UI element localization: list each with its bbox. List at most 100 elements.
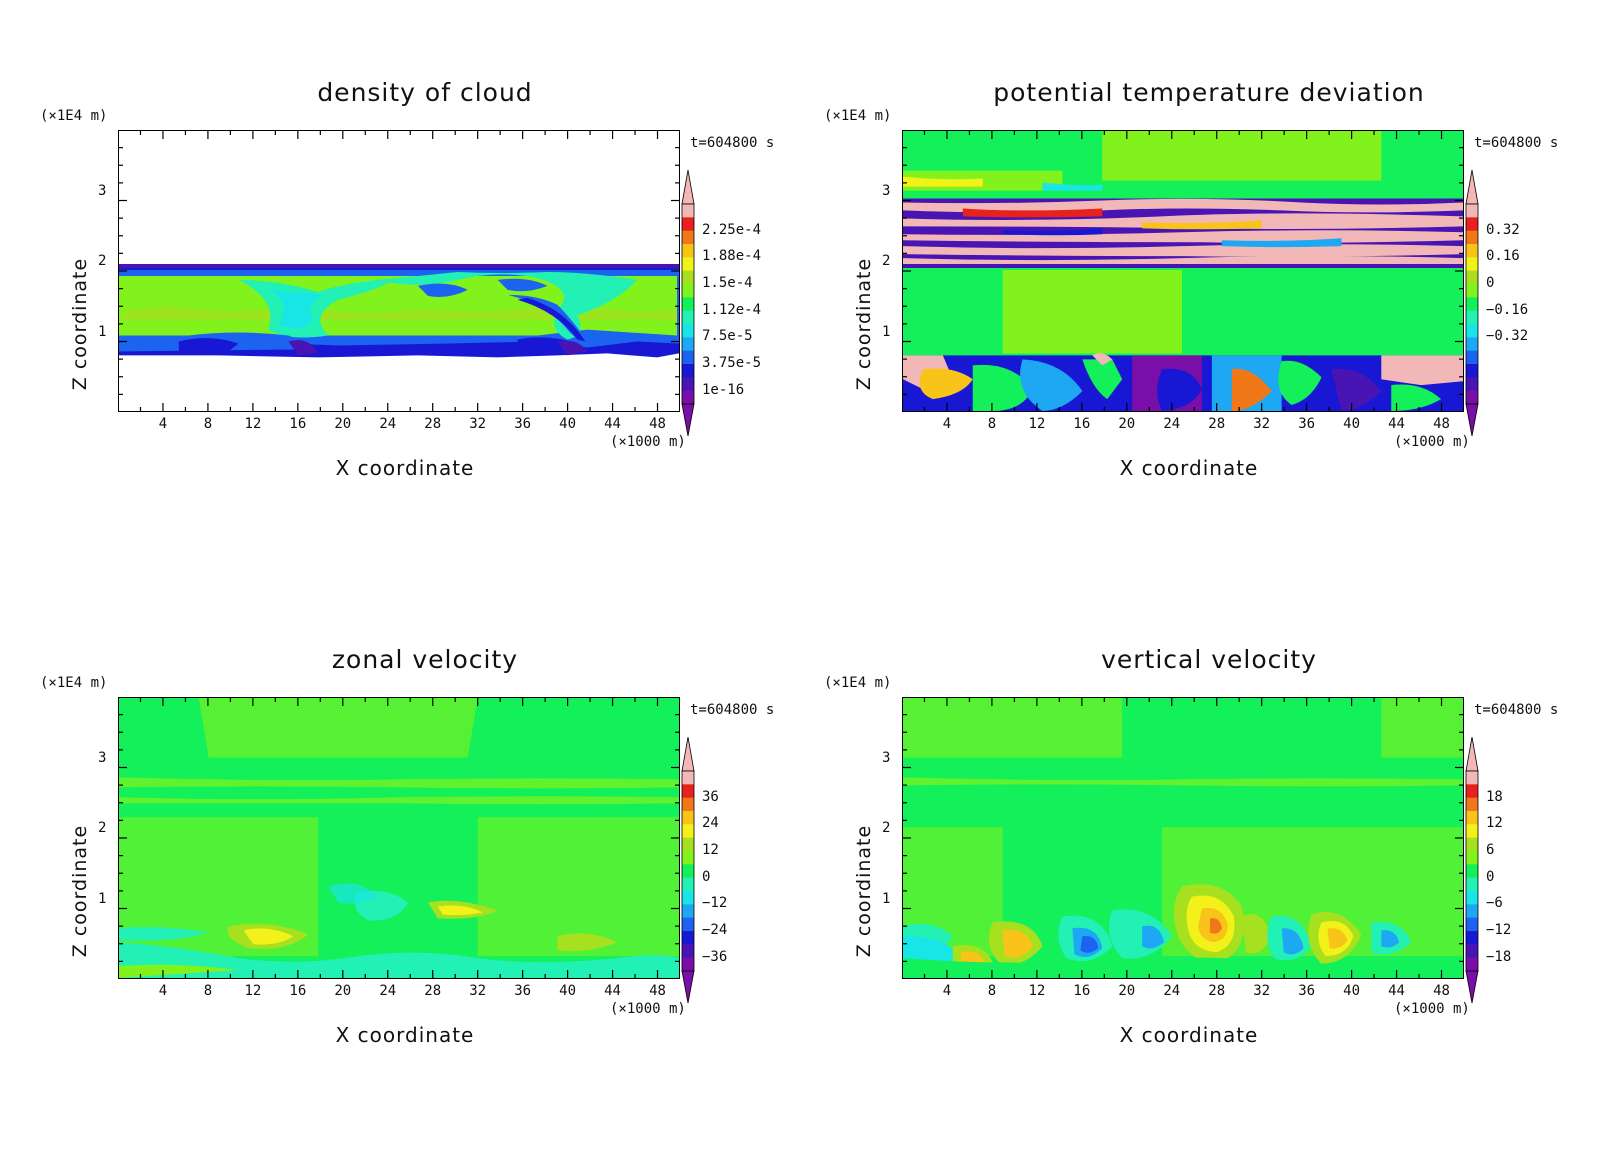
x-tick-label: 24 <box>1163 983 1181 999</box>
colorbar-label: 0.32 <box>1486 221 1520 238</box>
colorbar-segment <box>1466 284 1478 298</box>
colorbar-segment <box>1466 771 1478 785</box>
x-tick-label: 8 <box>987 416 997 432</box>
y-tick-label: 2 <box>98 253 107 269</box>
y-tick-label: 1 <box>98 323 107 340</box>
x-tick-label: 4 <box>942 983 952 999</box>
y-tick-label: 3 <box>882 749 891 766</box>
x-tick-label: 36 <box>1298 416 1316 432</box>
colorbar-segment <box>1466 824 1478 839</box>
colorbar-segment <box>682 377 694 392</box>
y-tick-label: 1 <box>98 890 107 907</box>
x-tick-label: 32 <box>1253 416 1271 432</box>
colorbar-label: 0.16 <box>1486 248 1520 265</box>
colorbar-label: 18 <box>1486 788 1503 805</box>
x-tick-label: 20 <box>1118 416 1136 432</box>
colorbar-label: 1.12e-4 <box>702 301 762 318</box>
x-tick-label: 48 <box>649 416 666 432</box>
x-tick-label: 40 <box>1343 416 1361 432</box>
x-tick-label: 36 <box>514 416 532 432</box>
colorbar-segment <box>1466 230 1478 245</box>
colorbar-label: −18 <box>1486 948 1512 965</box>
panel-title: vertical velocity <box>1101 645 1317 674</box>
colorbar-label: 3.75e-5 <box>702 355 762 371</box>
colorbar-segment <box>682 217 694 232</box>
x-tick-label: 20 <box>1118 983 1136 999</box>
plot-area <box>902 130 1464 412</box>
x-tick-label: 16 <box>1073 983 1091 999</box>
x-tick-label: 24 <box>1163 416 1181 432</box>
contour-field <box>119 698 679 978</box>
x-tick-label: 12 <box>1028 416 1046 432</box>
colorbar-segment <box>1466 784 1478 799</box>
x-tick-label: 4 <box>942 416 952 432</box>
panel-title: zonal velocity <box>331 645 519 674</box>
colorbar-frame <box>681 770 695 972</box>
x-tick-label: 40 <box>559 983 577 999</box>
x-tick-label: 44 <box>1388 416 1405 432</box>
axis-ticks <box>118 130 680 412</box>
colorbar-scale <box>681 170 695 437</box>
colorbar-segment <box>1466 270 1478 285</box>
colorbar-segment <box>682 811 694 825</box>
colorbar-segment <box>1466 931 1478 945</box>
colorbar-label: −6 <box>1486 895 1503 912</box>
colorbar-segment <box>1466 364 1478 378</box>
colorbar-label: 1.88e-4 <box>702 248 762 265</box>
x-tick-label: 16 <box>289 983 307 999</box>
x-tick-label: 8 <box>203 416 213 432</box>
colorbar: 36 24 12 0 −12 −24 −36 <box>680 737 820 1007</box>
colorbar-label: 0 <box>1486 868 1495 885</box>
x-axis-label: X coordinate <box>335 456 475 480</box>
colorbar-segment <box>682 797 694 812</box>
colorbar-label: 1e-16 <box>702 381 745 398</box>
x-unit-label: (×1000 m) <box>1394 434 1470 450</box>
colorbar-top-arrow <box>681 170 695 205</box>
plot-area <box>118 130 680 412</box>
contour-field <box>903 131 1463 411</box>
x-unit-label: (×1000 m) <box>610 434 686 450</box>
colorbar-frame <box>1465 770 1479 972</box>
x-tick-label: 24 <box>379 983 397 999</box>
x-tick-label: 44 <box>604 416 621 432</box>
axis-ticks <box>902 697 1464 979</box>
x-tick-label: 8 <box>987 983 997 999</box>
y-tick-label: 2 <box>882 820 891 836</box>
colorbar-segment <box>1466 811 1478 825</box>
colorbar-segment <box>682 944 694 959</box>
x-tick-label: 44 <box>604 983 621 999</box>
colorbar-segment <box>682 931 694 945</box>
x-tick-label: 8 <box>203 983 213 999</box>
colorbar-scale <box>1465 737 1479 1004</box>
colorbar-segment <box>682 230 694 245</box>
time-label: t=604800 s <box>1474 702 1559 718</box>
z-unit-label: (×1E4 m) <box>824 108 892 124</box>
x-tick-label: 16 <box>1073 416 1091 432</box>
time-label: t=604800 s <box>690 702 775 718</box>
x-tick-label: 48 <box>1433 983 1450 999</box>
colorbar-segment <box>1466 891 1478 905</box>
time-label: t=604800 s <box>690 135 775 151</box>
y-tick-label: 2 <box>882 253 891 269</box>
colorbar-label: 12 <box>1486 815 1503 832</box>
x-axis-label: X coordinate <box>1119 1023 1259 1047</box>
colorbar-segment <box>1466 944 1478 959</box>
colorbar-segment <box>682 244 694 258</box>
x-tick-label: 32 <box>469 983 487 999</box>
colorbar-segment <box>682 390 694 405</box>
colorbar-label: 6 <box>1486 842 1495 858</box>
colorbar-segment <box>682 284 694 298</box>
colorbar: 0.32 0.16 0 −0.16 −0.32 <box>1464 170 1600 440</box>
colorbar-top-arrow <box>1465 737 1479 772</box>
z-unit-label: (×1E4 m) <box>40 108 108 124</box>
x-tick-label: 12 <box>1028 983 1046 999</box>
colorbar-bottom-arrow <box>681 403 695 437</box>
colorbar-segment <box>1466 877 1478 892</box>
colorbar-segment <box>682 350 694 365</box>
y-tick-label: 1 <box>882 323 891 340</box>
x-tick-label: 32 <box>1253 983 1271 999</box>
panel-title: potential temperature deviation <box>993 78 1425 107</box>
colorbar-segment <box>682 917 694 932</box>
plot-area <box>902 697 1464 979</box>
